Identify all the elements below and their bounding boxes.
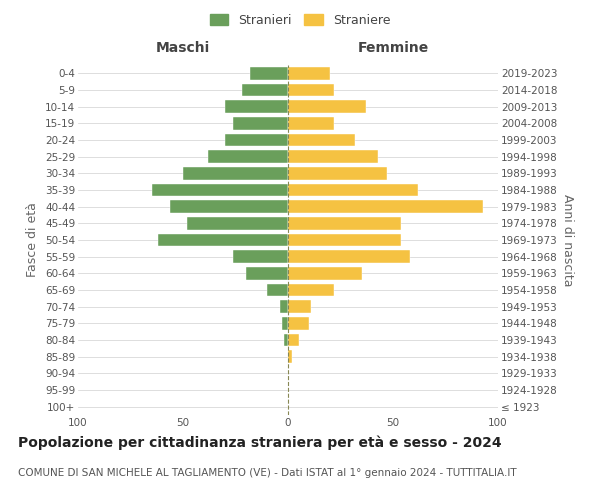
Bar <box>267 284 288 296</box>
Bar <box>242 84 288 96</box>
Bar <box>288 100 366 113</box>
Bar <box>288 184 418 196</box>
Bar <box>288 267 361 280</box>
Bar <box>225 134 288 146</box>
Bar <box>288 334 299 346</box>
Bar <box>250 67 288 80</box>
Bar <box>288 167 387 179</box>
Bar <box>246 267 288 280</box>
Bar <box>284 334 288 346</box>
Text: Maschi: Maschi <box>156 41 210 55</box>
Bar <box>151 184 288 196</box>
Bar <box>225 100 288 113</box>
Text: Femmine: Femmine <box>358 41 428 55</box>
Bar <box>288 284 334 296</box>
Bar <box>288 217 401 230</box>
Legend: Stranieri, Straniere: Stranieri, Straniere <box>205 8 395 32</box>
Bar <box>280 300 288 313</box>
Bar <box>288 350 292 363</box>
Text: Popolazione per cittadinanza straniera per età e sesso - 2024: Popolazione per cittadinanza straniera p… <box>18 435 502 450</box>
Bar <box>288 134 355 146</box>
Bar <box>282 317 288 330</box>
Bar <box>288 234 401 246</box>
Text: COMUNE DI SAN MICHELE AL TAGLIAMENTO (VE) - Dati ISTAT al 1° gennaio 2024 - TUTT: COMUNE DI SAN MICHELE AL TAGLIAMENTO (VE… <box>18 468 517 477</box>
Bar <box>208 150 288 163</box>
Bar <box>288 200 484 213</box>
Bar <box>288 150 379 163</box>
Bar <box>158 234 288 246</box>
Bar <box>288 117 334 130</box>
Bar <box>288 67 330 80</box>
Bar <box>170 200 288 213</box>
Y-axis label: Anni di nascita: Anni di nascita <box>561 194 574 286</box>
Bar <box>288 317 309 330</box>
Bar <box>183 167 288 179</box>
Bar <box>233 250 288 263</box>
Bar <box>187 217 288 230</box>
Bar <box>288 250 410 263</box>
Bar <box>288 300 311 313</box>
Y-axis label: Fasce di età: Fasce di età <box>26 202 40 278</box>
Bar <box>288 84 334 96</box>
Bar <box>233 117 288 130</box>
